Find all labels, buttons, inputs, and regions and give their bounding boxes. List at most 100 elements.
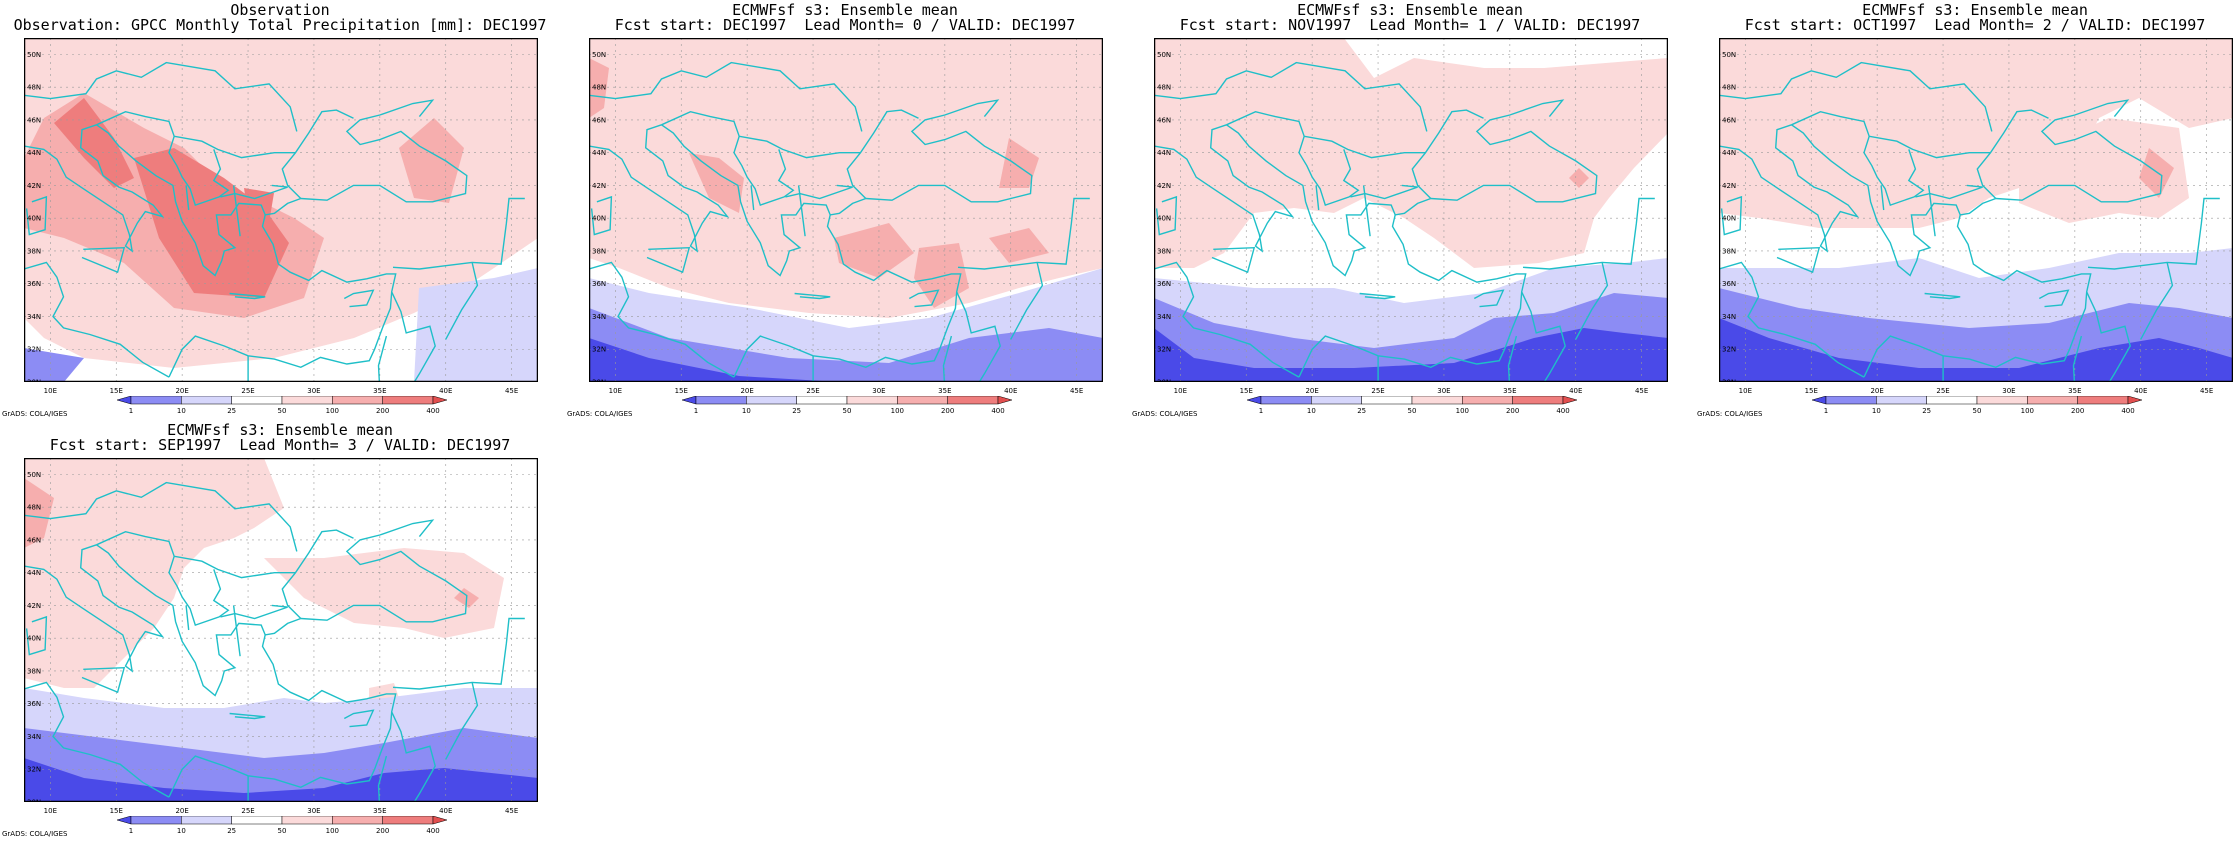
- precip-contour: [24, 758, 538, 802]
- colorbar-segment: [1926, 395, 1978, 405]
- panel-title: ECMWFsf s3: Ensemble mean: [1862, 1, 2088, 19]
- colorbar: 1 10 25 50 100 200 400: [681, 395, 1013, 418]
- panel-subtitle: Observation: GPCC Monthly Total Precipit…: [13, 16, 547, 34]
- lon-label: 30E: [872, 387, 885, 395]
- coastline: [96, 544, 302, 697]
- colorbar-segment: [997, 395, 1013, 405]
- coastline: [168, 556, 230, 626]
- map-panel-observation: Observation Observation: GPCC Monthly To…: [0, 0, 585, 420]
- colorbar-label: 50: [278, 827, 287, 835]
- precip-contour: [24, 458, 284, 688]
- colorbar-segment: [1512, 395, 1564, 405]
- coastline: [392, 197, 525, 270]
- coastline: [81, 246, 126, 274]
- map-frame: [1718, 37, 2234, 383]
- lat-label: 44N: [27, 149, 41, 157]
- lon-label: 10E: [1739, 387, 1752, 395]
- coastline: [1430, 99, 1598, 203]
- grads-credit: GrADS: COLA/IGES: [1697, 410, 1763, 418]
- coastline: [1211, 246, 1256, 274]
- panel-title: ECMWFsf s3: Ensemble mean: [167, 421, 393, 439]
- coastline: [1718, 124, 1860, 253]
- precip-contour: [999, 138, 1039, 188]
- precip-map: 30N 32N 34N 36N 38N 40N 42N 44N 46N 48N 50N 10E 15E 2…: [1718, 37, 2240, 399]
- coastline: [229, 712, 266, 720]
- lat-label: 40N: [1722, 215, 1736, 223]
- coastline: [957, 197, 1090, 270]
- grads-credit: GrADS: COLA/IGES: [2, 410, 68, 418]
- colorbar-segment: [382, 395, 434, 405]
- colorbar-segment: [1361, 395, 1413, 405]
- coastline: [25, 615, 48, 656]
- coastline: [1927, 185, 1936, 237]
- coastline: [281, 109, 354, 199]
- colorbar-segment: [1311, 395, 1362, 405]
- coastline: [1153, 124, 1295, 253]
- coastline: [733, 136, 795, 206]
- grads-credit: GrADS: COLA/IGES: [1132, 410, 1198, 418]
- precip-contour: [589, 38, 1103, 318]
- lat-label: 34N: [27, 313, 41, 321]
- coastline: [2140, 262, 2174, 340]
- lon-label: 25E: [241, 387, 254, 395]
- colorbar-segment: [181, 395, 232, 405]
- precip-contour: [414, 268, 538, 382]
- coastline: [846, 109, 919, 199]
- lat-label: 46N: [592, 116, 606, 124]
- lat-label: 34N: [1157, 313, 1171, 321]
- precip-contour: [24, 348, 84, 382]
- coastline: [1350, 184, 1418, 200]
- colorbar: 1 10 25 50 100 200 400: [1246, 395, 1578, 418]
- grads-credit: GrADS: COLA/IGES: [567, 410, 633, 418]
- lon-label: 25E: [806, 387, 819, 395]
- lon-label: 10E: [609, 387, 622, 395]
- map-panel-lead3: ECMWFsf s3: Ensemble mean Fcst start: SE…: [0, 420, 585, 840]
- lat-label: 46N: [1157, 116, 1171, 124]
- map-frame: [588, 37, 1104, 383]
- coastline: [96, 110, 296, 159]
- colorbar-label: 200: [376, 407, 389, 415]
- lat-label: 38N: [1157, 247, 1171, 255]
- lat-label: 30N: [592, 379, 606, 383]
- coastline: [908, 289, 940, 308]
- precip-contour: [1569, 168, 1589, 188]
- lat-label: 32N: [1722, 346, 1736, 354]
- colorbar-segment: [231, 815, 283, 825]
- lat-label: 40N: [592, 215, 606, 223]
- lat-label: 30N: [27, 379, 41, 383]
- coastline: [1411, 109, 1484, 199]
- colorbar-label: 25: [792, 407, 801, 415]
- lon-label: 25E: [1371, 387, 1384, 395]
- colorbar-segment: [432, 395, 448, 405]
- colorbar-label: 25: [1922, 407, 1931, 415]
- map-frame: [23, 37, 539, 383]
- coastline: [1522, 197, 1655, 270]
- lon-label: 30E: [1437, 387, 1450, 395]
- colorbar-label: 10: [177, 827, 186, 835]
- map-panel-lead2: ECMWFsf s3: Ensemble mean Fcst start: OC…: [1695, 0, 2240, 420]
- coastline: [232, 605, 241, 657]
- coastline: [588, 261, 735, 378]
- map-frame: [1153, 37, 1669, 383]
- lon-label: 20E: [175, 807, 188, 815]
- lat-label: 50N: [592, 51, 606, 59]
- colorbar-label: 400: [426, 407, 439, 415]
- colorbar-segment: [2127, 395, 2143, 405]
- colorbar-label: 1: [129, 407, 133, 415]
- precip-contour: [54, 98, 134, 188]
- colorbar-segment: [1976, 395, 2028, 405]
- colorbar-label: 25: [227, 827, 236, 835]
- lat-label: 38N: [27, 247, 41, 255]
- lon-axis: 10E 15E 20E 25E 30E 35E 40E 45E: [609, 387, 1084, 395]
- panel-subtitle: Fcst start: DEC1997 Lead Month= 0 / VALI…: [614, 16, 1076, 34]
- colorbar-label: 1: [129, 827, 133, 835]
- colorbar-segment: [332, 815, 383, 825]
- coastline: [1718, 61, 1993, 132]
- colorbar-segment: [281, 395, 333, 405]
- lat-label: 30N: [1722, 379, 1736, 383]
- precip-contour: [2139, 148, 2174, 198]
- lat-label: 34N: [592, 313, 606, 321]
- lon-label: 15E: [675, 387, 688, 395]
- colorbar-label: 1: [694, 407, 698, 415]
- colorbar-label: 10: [1307, 407, 1316, 415]
